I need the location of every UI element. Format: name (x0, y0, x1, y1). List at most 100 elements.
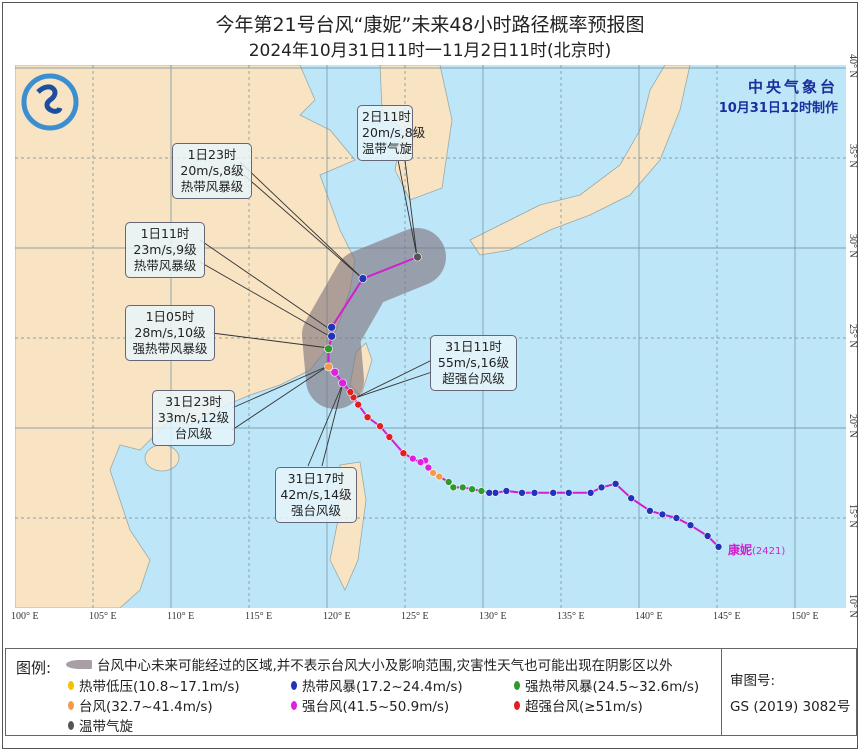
label-level: 超强台风级 (442, 371, 505, 386)
past-track-point (429, 469, 437, 477)
lon-tick-label: 145° E (713, 611, 741, 622)
ts-icon (291, 680, 297, 690)
leader-1d23 (239, 161, 364, 280)
leader-31d11b (354, 371, 433, 399)
lat-tick-label: 15° N (847, 504, 858, 528)
legend-heading: 图例: (16, 659, 52, 677)
cma-logo (21, 73, 79, 131)
label-time: 2日11时 (362, 109, 411, 124)
lon-tick-label: 120° E (323, 611, 351, 622)
past-track-point (354, 400, 363, 409)
label-level: 温带气旋 (362, 141, 413, 156)
leader-1d11 (199, 239, 332, 331)
leader-1d23b (243, 174, 364, 280)
review-label: 审图号: (730, 673, 776, 689)
lon-tick-label: 115° E (245, 611, 273, 622)
lat-tick-label: 20° N (847, 414, 858, 438)
past-track-point (627, 494, 636, 503)
legend-item-sts: 强热带风暴(24.5~32.6m/s) (514, 675, 699, 695)
label-1d11: 1日11时 23m/s,9级 热带风暴级 (125, 222, 205, 278)
past-track-point (363, 413, 372, 422)
superty-icon (514, 700, 520, 710)
past-track-point (564, 488, 573, 497)
past-track-point (646, 506, 654, 515)
forecast-track-point (338, 378, 347, 388)
storm-code: (2421) (752, 546, 786, 557)
map-subtitle: 2024年10月31日11时一11月2日11时(北京时) (248, 41, 612, 61)
legend-label: 台风(32.7~41.4m/s) (79, 699, 213, 715)
label-31d17: 31日17时 42m/s,14级 强台风级 (275, 467, 357, 523)
past-track-point (376, 422, 384, 431)
legend-label: 强台风(41.5~50.9m/s) (302, 699, 450, 715)
label-level: 强台风级 (290, 503, 341, 518)
ec-icon (68, 720, 74, 730)
past-track-point (408, 454, 417, 463)
label-1d23: 1日23时 20m/s,8级 热带风暴级 (172, 143, 252, 199)
label-level: 热带风暴级 (180, 179, 244, 194)
lat-tick-label: 30° N (847, 234, 858, 258)
label-time: 31日23时 (165, 394, 222, 409)
leader-1d11b (199, 261, 332, 338)
past-track-point (435, 472, 444, 481)
legend-item-superty: 超强台风(≥51m/s) (514, 695, 643, 715)
lon-tick-label: 140° E (635, 611, 663, 622)
label-time: 31日11时 (445, 339, 502, 354)
agency-block: 中央气象台 10月31日12时制作 (719, 76, 838, 116)
lat-tick-label: 35° N (847, 144, 858, 168)
cone-swatch-icon (66, 659, 92, 669)
label-31d23: 31日23时 33m/s,12级 台风级 (152, 390, 235, 446)
label-31d11: 31日11时 55m/s,16级 超强台风级 (430, 335, 517, 391)
past-track-point (672, 514, 681, 522)
legend-item-td: 热带低压(10.8~17.1m/s) (68, 675, 240, 695)
agency-name: 中央气象台 (747, 78, 838, 96)
lat-tick-label: 40° N (847, 54, 858, 78)
legend-label: 强热带风暴(24.5~32.6m/s) (525, 679, 700, 695)
leader-1d05 (211, 332, 330, 349)
lon-tick-label: 150° E (791, 611, 819, 622)
lon-tick-label: 105° E (89, 611, 117, 622)
label-wind: 28m/s,10级 (134, 325, 206, 340)
past-track-point (518, 488, 526, 497)
land-japan (469, 65, 691, 256)
label-2d11: 2日11时 20m/s,8级 温带气旋 (357, 105, 425, 161)
past-track-point (346, 388, 355, 396)
lon-tick-label: 130° E (479, 611, 507, 622)
legend-divider (721, 649, 722, 735)
label-leader-lines (199, 159, 433, 467)
leader-2d11 (397, 159, 418, 258)
label-wind: 33m/s,12级 (157, 410, 230, 425)
legend-item-sty: 强台风(41.5~50.9m/s) (291, 695, 449, 715)
lon-tick-label: 125° E (401, 611, 429, 622)
leader-31d17b (321, 382, 344, 467)
sts-icon (514, 680, 520, 690)
past-track-point (424, 463, 433, 472)
legend: 图例: 台风中心未来可能经过的区域,并不表示台风大小及影响范围,灾害性天气也可能… (5, 648, 857, 736)
label-time: 1日23时 (187, 147, 237, 162)
ty-icon (68, 700, 74, 710)
legend-label: 温带气旋 (79, 719, 133, 735)
storm-name-label: 康妮(2421) (728, 541, 785, 558)
label-time: 1日11时 (140, 226, 190, 241)
past-track-point (611, 479, 620, 488)
typhoon-track (324, 252, 723, 551)
past-track-point (703, 532, 712, 540)
past-track-point (468, 485, 476, 494)
td-icon (68, 680, 74, 690)
past-track-point (530, 488, 539, 497)
past-track-point (416, 458, 425, 467)
forecast-track-point (358, 274, 368, 283)
storm-name: 康妮 (728, 543, 753, 557)
past-track-point (485, 488, 494, 497)
land-hainan (144, 444, 180, 472)
issued-time: 10月31日12时制作 (718, 101, 838, 116)
past-track-point (658, 510, 667, 519)
past-track-point (686, 521, 695, 530)
past-track-point (597, 483, 606, 492)
label-level: 台风级 (174, 426, 213, 441)
past-track-point (549, 488, 558, 497)
legend-item-ts: 热带风暴(17.2~24.4m/s) (291, 675, 463, 695)
leader-31d17 (307, 382, 344, 467)
sty-icon (291, 700, 297, 710)
lon-tick-label: 110° E (167, 611, 195, 622)
past-track-point (714, 542, 723, 551)
